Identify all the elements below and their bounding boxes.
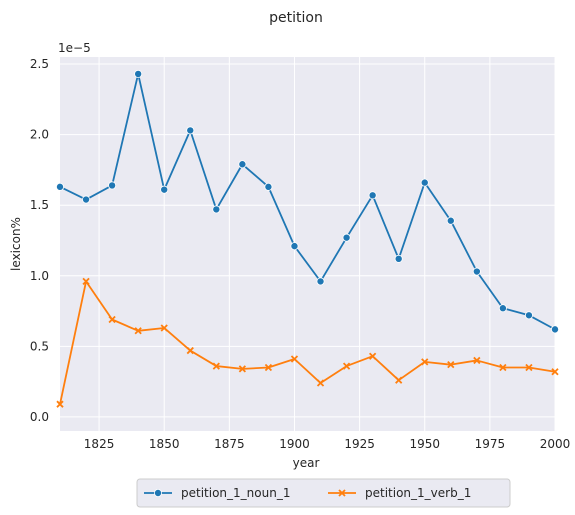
y-tick-label: 1.5 — [30, 198, 49, 212]
data-point — [82, 277, 90, 286]
data-point — [368, 191, 377, 200]
data-point — [499, 363, 507, 372]
data-point — [473, 356, 481, 365]
data-point — [56, 400, 64, 408]
data-point — [238, 160, 247, 169]
data-point — [290, 242, 299, 251]
data-point — [186, 126, 195, 135]
x-axis-ticks: 1825 1850 1875 1900 1925 1950 1975 2000 — [84, 437, 570, 451]
plot-area — [60, 57, 555, 431]
data-point — [56, 182, 65, 191]
legend-label: petition_1_verb_1 — [365, 486, 471, 500]
data-point — [264, 182, 273, 191]
legend-frame — [136, 478, 511, 508]
data-point — [160, 185, 169, 194]
x-tick-label: 1975 — [475, 437, 506, 451]
data-point — [368, 352, 377, 360]
data-point — [447, 361, 455, 369]
series-1 — [56, 69, 560, 334]
data-point — [264, 363, 273, 372]
x-tick-label: 1875 — [214, 437, 245, 451]
grid-lines — [60, 57, 556, 431]
data-point — [338, 489, 346, 497]
series-2 — [56, 277, 559, 408]
data-point — [498, 304, 507, 313]
data-point — [108, 315, 116, 324]
chart-title: petition — [269, 10, 323, 26]
data-point — [525, 363, 533, 372]
data-point — [212, 362, 220, 370]
data-point — [395, 376, 403, 384]
y-tick-label: 0.0 — [30, 410, 49, 424]
data-point — [342, 233, 351, 242]
data-point — [551, 368, 559, 376]
series-line — [59, 73, 556, 331]
data-point — [524, 311, 533, 320]
y-tick-label: 2.0 — [30, 128, 49, 142]
data-point — [160, 324, 168, 332]
y-tick-label: 2.5 — [30, 57, 49, 71]
data-point — [238, 365, 247, 373]
legend-entry-2: petition_1_verb_1 — [328, 486, 471, 500]
y-axis-scale-label: 1e−5 — [58, 41, 91, 55]
data-point — [134, 69, 143, 78]
data-point — [342, 362, 351, 370]
x-tick-label: 1900 — [279, 437, 310, 451]
x-tick-label: 1850 — [149, 437, 180, 451]
data-point — [316, 277, 325, 286]
data-point — [472, 267, 481, 276]
legend-entry-1: petition_1_noun_1 — [144, 486, 290, 500]
data-point — [290, 355, 299, 363]
legend-label: petition_1_noun_1 — [181, 486, 290, 500]
data-point — [153, 488, 162, 497]
data-point — [186, 346, 194, 355]
x-tick-label: 1950 — [409, 437, 440, 451]
series-line — [59, 280, 556, 405]
x-tick-label: 2000 — [540, 437, 571, 451]
y-tick-label: 1.0 — [30, 269, 49, 283]
y-axis-label: lexicon% — [9, 217, 23, 271]
data-point — [212, 205, 221, 214]
y-axis-ticks: 0.0 0.5 1.0 1.5 2.0 2.5 — [30, 57, 49, 424]
data-point — [316, 379, 325, 387]
data-point — [394, 254, 403, 263]
data-point — [446, 216, 455, 225]
y-tick-label: 0.5 — [30, 339, 49, 353]
x-tick-label: 1925 — [344, 437, 375, 451]
series-layer — [56, 69, 560, 408]
data-point — [108, 181, 117, 190]
x-tick-label: 1825 — [84, 437, 115, 451]
data-point — [420, 178, 429, 187]
data-point — [421, 358, 429, 366]
legend: petition_1_noun_1 petition_1_verb_1 — [136, 478, 511, 508]
x-axis-label: year — [293, 456, 320, 470]
data-point — [551, 325, 560, 334]
data-point — [82, 195, 91, 204]
data-point — [134, 327, 142, 335]
